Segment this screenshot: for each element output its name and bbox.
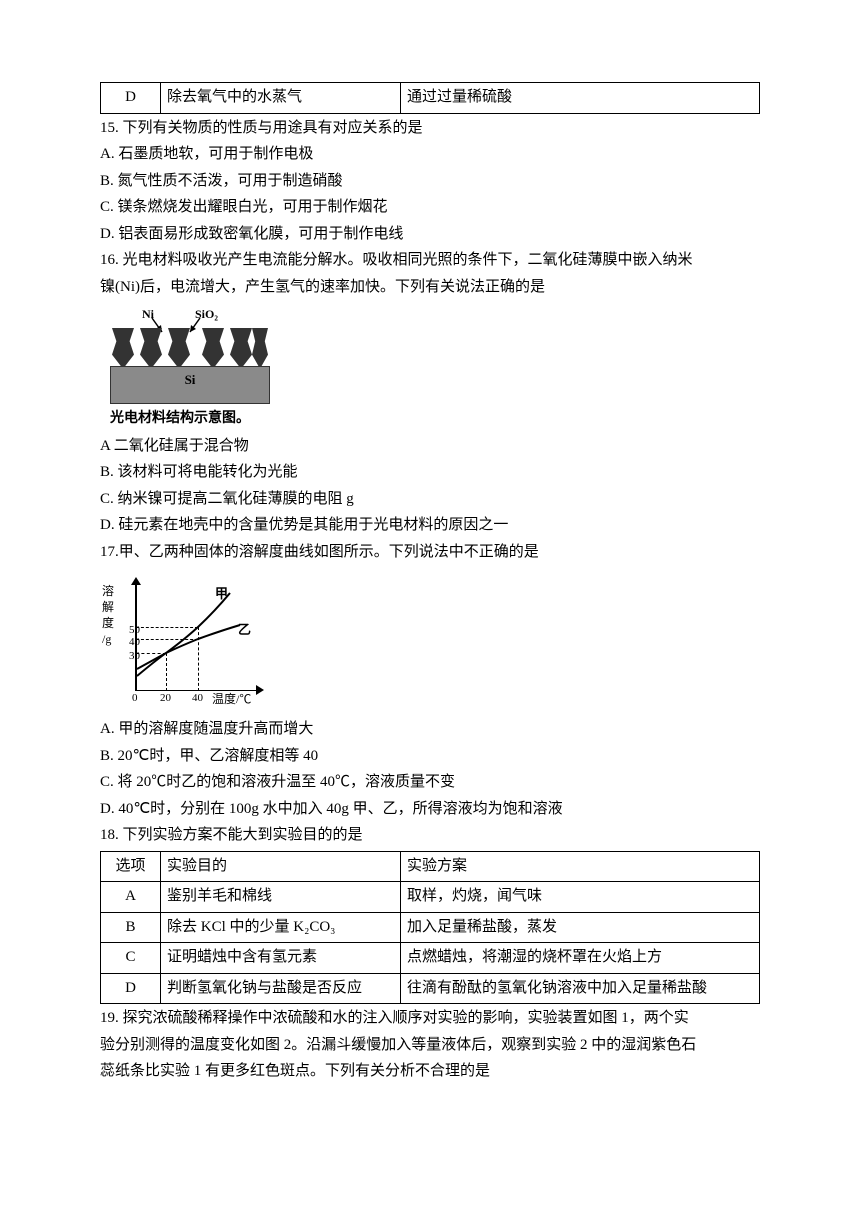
q15-option-d: D. 铝表面易形成致密氧化膜，可用于制作电线	[100, 222, 760, 248]
cell-scheme: 往滴有酚酞的氢氧化钠溶液中加入足量稀盐酸	[401, 973, 760, 1004]
solubility-chart: 溶 解 度 /g 50 40 30 0 20 40 温度/℃ 甲 乙	[100, 571, 270, 711]
cell-purpose: 判断氢氧化钠与盐酸是否反应	[161, 973, 401, 1004]
material-base: Si	[110, 366, 270, 404]
q19-line1: 19. 探究浓硫酸稀释操作中浓硫酸和水的注入顺序对实验的影响，实验装置如图 1，…	[100, 1006, 760, 1032]
cell-option: D	[101, 83, 161, 114]
q17-option-d: D. 40℃时，分别在 100g 水中加入 40g 甲、乙，所得溶液均为饱和溶液	[100, 797, 760, 823]
cell-purpose: 除去 KCl 中的少量 K₂CO₃	[161, 912, 401, 943]
header-purpose: 实验目的	[161, 851, 401, 882]
q16-stem-line2: 镍(Ni)后，电流增大，产生氢气的速率加快。下列有关说法正确的是	[100, 275, 760, 301]
q15-stem: 15. 下列有关物质的性质与用途具有对应关系的是	[100, 116, 760, 142]
cell-scheme: 加入足量稀盐酸，蒸发	[401, 912, 760, 943]
curve-jia	[137, 593, 230, 676]
q16-option-d: D. 硅元素在地壳中的含量优势是其能用于光电材料的原因之一	[100, 513, 760, 539]
table-row: B 除去 KCl 中的少量 K₂CO₃ 加入足量稀盐酸，蒸发	[101, 912, 760, 943]
si-label: Si	[111, 369, 269, 391]
xtick-0: 0	[132, 689, 138, 708]
q17-option-c: C. 将 20℃时乙的饱和溶液升温至 40℃，溶液质量不变	[100, 770, 760, 796]
q15-option-b: B. 氮气性质不活泼，可用于制造硝酸	[100, 169, 760, 195]
xtick-40: 40	[192, 689, 203, 708]
q17-option-a: A. 甲的溶解度随温度升高而增大	[100, 717, 760, 743]
x-axis-label: 温度/℃	[212, 689, 251, 709]
cell-scheme: 点燃蜡烛，将潮湿的烧杯罩在火焰上方	[401, 943, 760, 974]
material-spikes	[110, 326, 270, 366]
diagram-caption: 光电材料结构示意图。	[100, 406, 760, 430]
q15-option-a: A. 石墨质地软，可用于制作电极	[100, 142, 760, 168]
header-option: 选项	[101, 851, 161, 882]
cell-purpose: 证明蜡烛中含有氢元素	[161, 943, 401, 974]
q16-option-a: A 二氧化硅属于混合物	[100, 434, 760, 460]
cell-option: C	[101, 943, 161, 974]
xtick-20: 20	[160, 689, 171, 708]
q19-line3: 蕊纸条比实验 1 有更多红色斑点。下列有关分析不合理的是	[100, 1059, 760, 1085]
cell-purpose: 除去氧气中的水蒸气	[161, 83, 401, 114]
cell-purpose: 鉴别羊毛和棉线	[161, 882, 401, 913]
table-row: D 除去氧气中的水蒸气 通过过量稀硫酸	[101, 83, 760, 114]
series-yi-label: 乙	[238, 619, 251, 641]
q18-stem: 18. 下列实验方案不能大到实验目的的是	[100, 823, 760, 849]
q17-option-b: B. 20℃时，甲、乙溶解度相等 40	[100, 744, 760, 770]
x-arrow-icon	[256, 685, 264, 695]
cell-option: B	[101, 912, 161, 943]
table-row: D 判断氢氧化钠与盐酸是否反应 往滴有酚酞的氢氧化钠溶液中加入足量稀盐酸	[101, 973, 760, 1004]
q19-line2: 验分别测得的温度变化如图 2。沿漏斗缓慢加入等量液体后，观察到实验 2 中的湿润…	[100, 1033, 760, 1059]
cell-scheme: 取样，灼烧，闻气味	[401, 882, 760, 913]
q15-option-c: C. 镁条燃烧发出耀眼白光，可用于制作烟花	[100, 195, 760, 221]
table-q14-fragment: D 除去氧气中的水蒸气 通过过量稀硫酸	[100, 82, 760, 114]
table-header-row: 选项 实验目的 实验方案	[101, 851, 760, 882]
q16-option-b: B. 该材料可将电能转化为光能	[100, 460, 760, 486]
table-q18: 选项 实验目的 实验方案 A 鉴别羊毛和棉线 取样，灼烧，闻气味 B 除去 KC…	[100, 851, 760, 1005]
q17-stem: 17.甲、乙两种固体的溶解度曲线如图所示。下列说法中不正确的是	[100, 540, 760, 566]
cell-option: A	[101, 882, 161, 913]
material-diagram: Ni SiO₂ Si	[100, 304, 280, 404]
q16-option-c: C. 纳米镍可提高二氧化硅薄膜的电阻 g	[100, 487, 760, 513]
table-row: C 证明蜡烛中含有氢元素 点燃蜡烛，将潮湿的烧杯罩在火焰上方	[101, 943, 760, 974]
material-diagram-figure: Ni SiO₂ Si 光电材料结构示意图。	[100, 304, 760, 430]
y-axis-label-4: /g	[102, 629, 111, 649]
q16-stem-line1: 16. 光电材料吸收光产生电流能分解水。吸收相同光照的条件下，二氧化硅薄膜中嵌入…	[100, 248, 760, 274]
cell-option: D	[101, 973, 161, 1004]
table-row: A 鉴别羊毛和棉线 取样，灼烧，闻气味	[101, 882, 760, 913]
header-scheme: 实验方案	[401, 851, 760, 882]
cell-scheme: 通过过量稀硫酸	[401, 83, 760, 114]
curves-svg	[135, 581, 255, 691]
series-jia-label: 甲	[215, 583, 228, 605]
